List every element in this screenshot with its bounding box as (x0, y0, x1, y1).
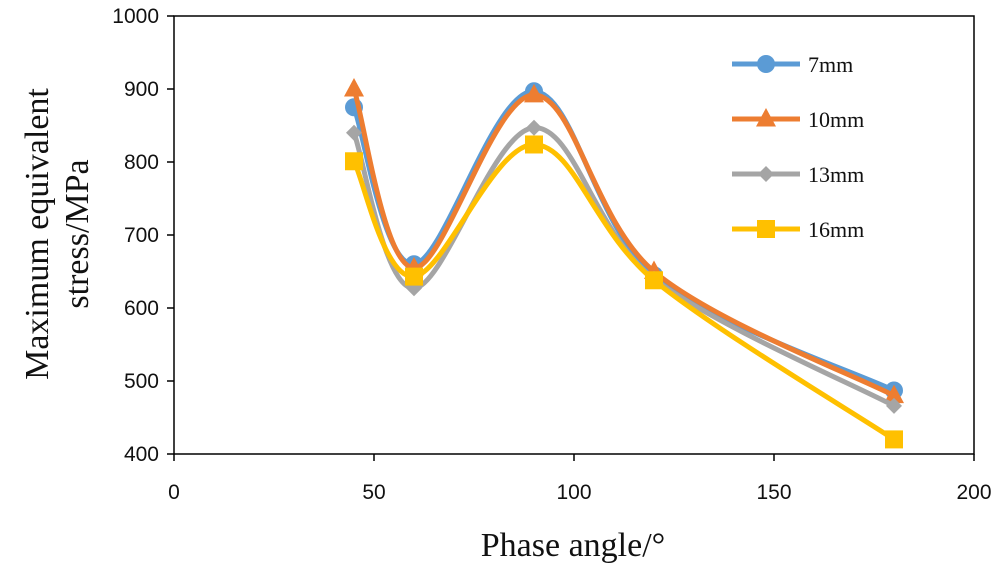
y-tick-label: 800 (124, 151, 159, 174)
legend-item-7mm: 7mm (732, 52, 853, 77)
data-point-13mm (886, 397, 902, 414)
legend-item-13mm: 13mm (732, 162, 864, 187)
legend-item-10mm: 10mm (732, 107, 864, 132)
y-axis-title-line-1: Maximum equivalent (19, 88, 56, 380)
data-point-16mm (645, 271, 663, 290)
series-line-16mm (351, 141, 897, 442)
y-tick-label: 1000 (112, 5, 159, 28)
legend-item-16mm: 16mm (732, 217, 864, 242)
y-tick-label: 900 (124, 78, 159, 101)
data-point-16mm (885, 430, 903, 449)
series-16mm (345, 135, 903, 449)
x-tick-label: 200 (956, 481, 991, 504)
data-point-13mm (526, 119, 542, 136)
data-point-16mm (405, 267, 423, 286)
y-tick-label: 700 (124, 224, 159, 247)
x-tick-label: 100 (556, 481, 591, 504)
legend-swatch-marker (757, 220, 775, 238)
legend-label: 10mm (808, 107, 864, 132)
data-point-10mm (884, 384, 904, 404)
data-point-10mm (524, 83, 544, 103)
y-axis-title-line-2: stress/MPa (59, 159, 96, 308)
data-point-16mm (525, 135, 543, 154)
legend-swatch-marker (756, 108, 776, 127)
y-tick-label: 400 (124, 443, 159, 466)
legend-label: 16mm (808, 217, 864, 242)
legend-swatch-marker (758, 166, 774, 182)
legend-label: 7mm (808, 52, 853, 77)
y-tick-label: 500 (124, 370, 159, 393)
series-13mm (346, 119, 902, 414)
x-tick-label: 0 (168, 481, 180, 504)
x-tick-label: 50 (362, 481, 385, 504)
data-point-16mm (345, 152, 363, 171)
data-point-13mm (346, 124, 362, 141)
data-point-10mm (344, 78, 364, 97)
x-axis-title: Phase angle/° (481, 527, 666, 564)
x-tick-label: 150 (756, 481, 791, 504)
legend-swatch-marker (757, 55, 775, 73)
series-10mm (344, 78, 904, 404)
y-tick-label: 600 (124, 297, 159, 320)
legend-label: 13mm (808, 162, 864, 187)
